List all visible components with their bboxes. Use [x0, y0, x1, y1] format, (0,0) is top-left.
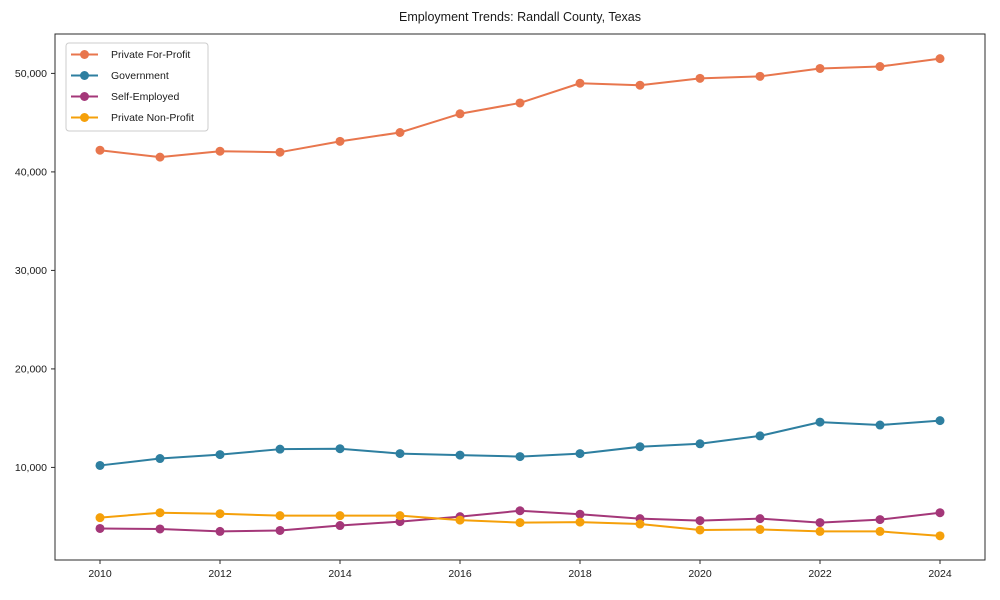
y-tick-label: 10,000: [15, 462, 47, 474]
data-point-self-employed: [695, 516, 705, 526]
data-point-private-for-profit: [275, 147, 285, 157]
y-tick-label: 50,000: [15, 68, 47, 80]
data-point-government: [275, 444, 285, 454]
data-point-private-for-profit: [395, 128, 405, 138]
data-point-private-non-profit: [635, 519, 645, 529]
data-point-self-employed: [155, 524, 165, 534]
legend-label-self-employed: Self-Employed: [111, 91, 179, 103]
series-line-private-for-profit: [99, 57, 941, 159]
legend-box: [65, 42, 209, 132]
x-tick-label: 2014: [328, 568, 352, 580]
data-point-self-employed: [935, 508, 945, 518]
data-point-private-for-profit: [695, 73, 705, 83]
data-point-government: [815, 417, 825, 427]
legend-marker-private-for-profit: [80, 50, 89, 59]
y-tick-label: 20,000: [15, 363, 47, 375]
data-point-private-non-profit: [155, 508, 165, 518]
legend-label-government: Government: [111, 70, 169, 82]
data-point-private-for-profit: [155, 152, 165, 162]
legend-label-private-for-profit: Private For-Profit: [111, 49, 190, 61]
data-point-private-non-profit: [695, 525, 705, 535]
data-point-private-non-profit: [95, 513, 105, 523]
data-point-government: [755, 431, 765, 441]
x-tick-label: 2024: [928, 568, 952, 580]
data-point-private-for-profit: [635, 80, 645, 90]
data-point-self-employed: [755, 514, 765, 524]
legend-label-private-non-profit: Private Non-Profit: [111, 112, 194, 124]
data-point-private-for-profit: [215, 146, 225, 156]
data-point-government: [575, 449, 585, 459]
data-point-private-non-profit: [455, 515, 465, 525]
data-point-private-for-profit: [815, 63, 825, 73]
chart-title: Employment Trends: Randall County, Texas: [399, 10, 641, 24]
data-point-private-for-profit: [95, 145, 105, 155]
data-point-self-employed: [815, 518, 825, 528]
data-point-private-non-profit: [575, 517, 585, 527]
x-tick-label: 2020: [688, 568, 712, 580]
y-tick-label: 30,000: [15, 265, 47, 277]
data-point-private-for-profit: [755, 71, 765, 81]
data-point-government: [95, 460, 105, 470]
plot-border: [54, 33, 986, 561]
data-point-private-non-profit: [875, 526, 885, 536]
legend-marker-private-non-profit: [80, 113, 89, 122]
data-point-private-for-profit: [455, 109, 465, 119]
data-point-private-for-profit: [935, 54, 945, 64]
data-point-government: [875, 420, 885, 430]
data-point-private-for-profit: [875, 62, 885, 72]
data-point-government: [455, 450, 465, 460]
legend: Private For-Profit Government Self-Employe…: [65, 42, 209, 132]
data-point-private-for-profit: [335, 136, 345, 146]
data-point-government: [515, 452, 525, 462]
data-point-self-employed: [95, 523, 105, 533]
x-tick-label: 2018: [568, 568, 592, 580]
legend-marker-self-employed: [80, 92, 89, 101]
data-point-self-employed: [335, 521, 345, 531]
data-point-self-employed: [215, 526, 225, 536]
data-point-private-non-profit: [275, 511, 285, 521]
x-tick-label: 2012: [208, 568, 232, 580]
data-point-private-non-profit: [215, 509, 225, 519]
x-tick-label: 2010: [88, 568, 112, 580]
data-point-private-non-profit: [395, 511, 405, 521]
data-point-government: [215, 450, 225, 460]
legend-marker-government: [80, 71, 89, 80]
data-point-private-non-profit: [755, 524, 765, 534]
data-point-self-employed: [575, 509, 585, 519]
data-point-self-employed: [875, 515, 885, 525]
data-point-private-for-profit: [575, 78, 585, 88]
data-point-private-non-profit: [335, 511, 345, 521]
data-point-government: [335, 444, 345, 454]
data-point-self-employed: [275, 525, 285, 535]
data-point-government: [395, 449, 405, 459]
data-point-government: [695, 439, 705, 449]
data-point-self-employed: [515, 506, 525, 516]
data-point-government: [935, 416, 945, 426]
y-tick-label: 40,000: [15, 166, 47, 178]
data-point-government: [155, 454, 165, 464]
x-tick-label: 2016: [448, 568, 472, 580]
x-tick-label: 2022: [808, 568, 832, 580]
data-point-private-non-profit: [515, 518, 525, 528]
data-point-private-non-profit: [815, 526, 825, 536]
data-point-private-non-profit: [935, 531, 945, 541]
data-point-private-for-profit: [515, 98, 525, 108]
data-point-government: [635, 442, 645, 452]
